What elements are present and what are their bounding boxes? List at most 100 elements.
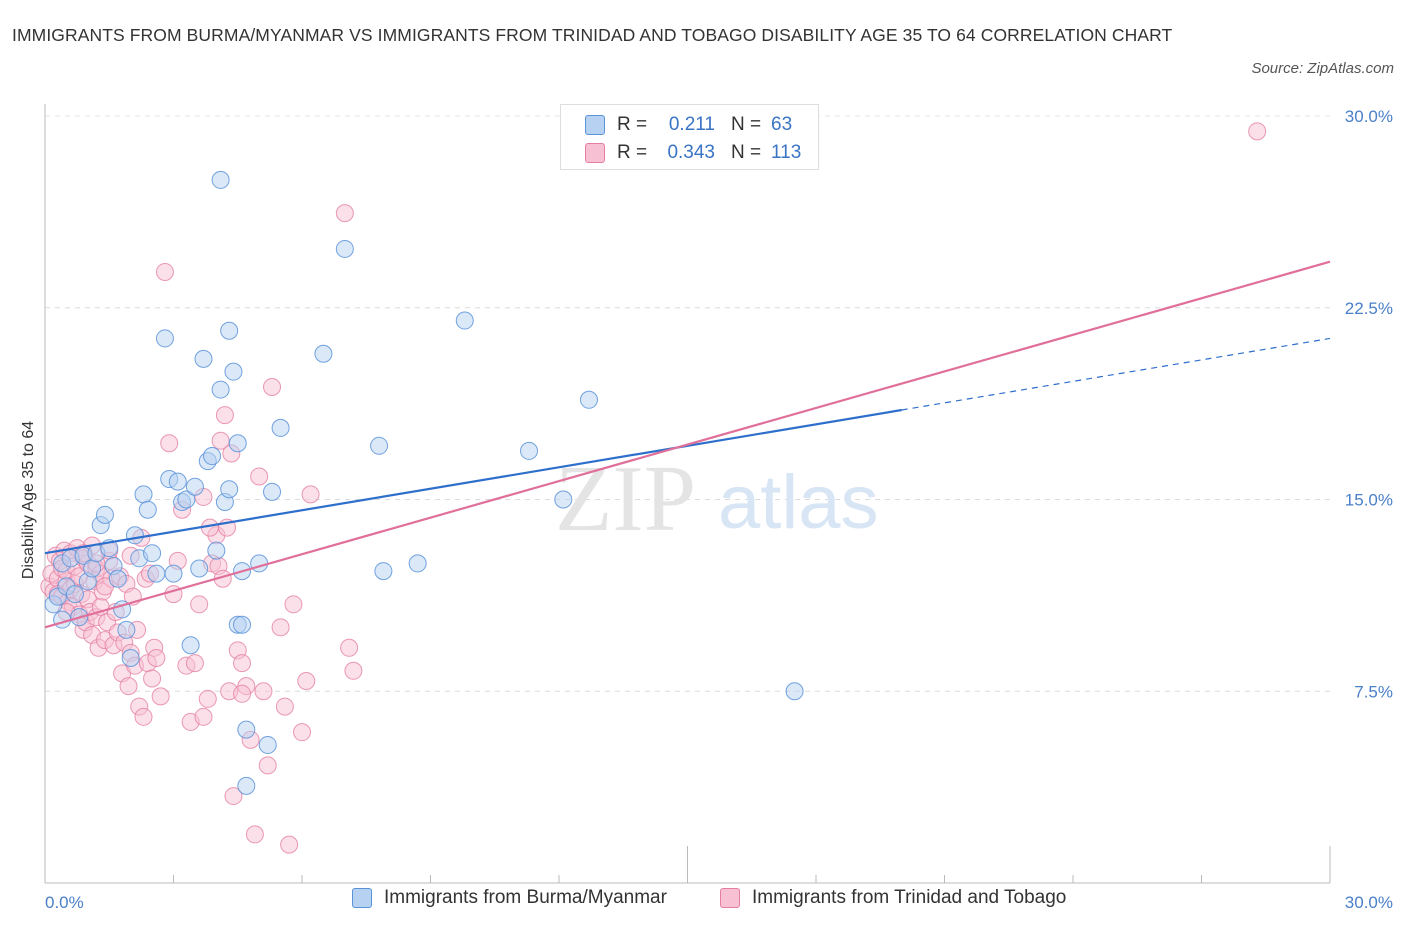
trinidad-point (297, 672, 316, 691)
legend-n-label: N = (731, 114, 762, 135)
trinidad-point (233, 684, 252, 703)
trinidad-point (198, 689, 217, 708)
trinidad-point (275, 697, 294, 716)
trinidad-point (271, 618, 290, 637)
chart-title: IMMIGRANTS FROM BURMA/MYANMAR VS IMMIGRA… (12, 25, 1173, 45)
bottom-legend-trinidad: Immigrants from Trinidad and Tobago (720, 887, 1066, 909)
trinidad-point (250, 467, 269, 486)
trinidad-point (263, 378, 282, 397)
burma-point (147, 564, 166, 583)
burma-point (220, 480, 239, 499)
burma-point (408, 554, 427, 573)
y-tick-label: 22.5% (1345, 299, 1393, 318)
burma-point (164, 564, 183, 583)
burma-trend-line (44, 408, 902, 555)
burma-point (258, 735, 277, 754)
burma-point (138, 500, 157, 519)
burma-point (190, 559, 209, 578)
burma-point (785, 682, 804, 701)
burma-point (83, 559, 102, 578)
burma-point (374, 562, 393, 581)
trinidad-point (245, 825, 264, 844)
trend-lines (44, 260, 1331, 629)
trinidad-point (194, 707, 213, 726)
burma-point (237, 720, 256, 739)
burma-point (224, 362, 243, 381)
burma-trend-extension (901, 337, 1331, 411)
bottom-swatch-burma (352, 888, 372, 908)
burma-point (177, 490, 196, 509)
legend-row-trinidad: R = 0.343 N = 113 (585, 138, 801, 168)
trinidad-point (160, 434, 179, 453)
burma-point (143, 544, 162, 563)
trinidad-point (254, 682, 273, 701)
legend-n-label: N = (731, 142, 762, 163)
trinidad-point (151, 687, 170, 706)
legend-row-burma: R = 0.211 N = 63 (585, 110, 792, 140)
burma-point (155, 329, 174, 348)
burma-point (108, 569, 127, 588)
trinidad-point (301, 485, 320, 504)
y-tick-label: 30.0% (1345, 107, 1393, 126)
trinidad-point (233, 654, 252, 673)
burma-point (168, 472, 187, 491)
burma-point (211, 380, 230, 399)
trinidad-point (224, 787, 243, 806)
legend-r-value: 0.343 (667, 142, 715, 163)
trinidad-point (1248, 122, 1267, 141)
x-tick-label: 0.0% (45, 893, 84, 912)
burma-point (185, 477, 204, 496)
correlation-legend: R = 0.211 N = 63 R = 0.343 N = 113 (560, 104, 819, 170)
bottom-swatch-trinidad (720, 888, 740, 908)
grid (45, 115, 1330, 692)
trinidad-point (340, 638, 359, 657)
legend-swatch-burma (585, 115, 605, 135)
watermark-atlas: atlas (718, 460, 879, 545)
burma-point (314, 344, 333, 363)
burma-point (203, 447, 222, 466)
burma-point (237, 776, 256, 795)
y-axis-label: Disability Age 35 to 64 (20, 421, 37, 579)
burma-point (263, 482, 282, 501)
legend-n-value: 113 (771, 142, 802, 163)
burma-point (121, 649, 140, 668)
burma-point (455, 311, 474, 330)
burma-point (181, 636, 200, 655)
trinidad-point (284, 595, 303, 614)
legend-r-value: 0.211 (668, 114, 715, 135)
burma-point (194, 349, 213, 368)
trinidad-point (155, 262, 174, 281)
burma-point (579, 390, 598, 409)
burma-point (95, 505, 114, 524)
axes (44, 104, 1331, 884)
trinidad-point (280, 835, 299, 854)
legend-r-label: R = (617, 142, 648, 163)
trinidad-trend-line (44, 260, 1331, 629)
trinidad-point (134, 707, 153, 726)
source-credit: Source: ZipAtlas.com (1251, 60, 1394, 77)
burma-point (65, 585, 84, 604)
burma-point (125, 526, 144, 545)
burma-point (554, 490, 573, 509)
trinidad-point (335, 204, 354, 223)
bottom-legend-burma: Immigrants from Burma/Myanmar (352, 887, 667, 909)
y-tick-label: 15.0% (1345, 491, 1393, 510)
bottom-legend-label-trinidad: Immigrants from Trinidad and Tobago (752, 887, 1067, 908)
burma-point (370, 436, 389, 455)
series-burma-points (44, 170, 804, 795)
legend-swatch-trinidad (585, 143, 605, 163)
burma-point (134, 485, 153, 504)
burma-point (335, 239, 354, 258)
trinidad-point (293, 723, 311, 742)
tick-labels: 7.5% 15.0% 22.5% 30.0% 0.0% 30.0% (45, 107, 1393, 912)
burma-point (220, 321, 239, 340)
bottom-legend-label-burma: Immigrants from Burma/Myanmar (384, 887, 667, 908)
burma-point (520, 441, 539, 460)
burma-point (228, 434, 247, 453)
trinidad-point (258, 756, 277, 775)
y-tick-label: 7.5% (1354, 682, 1393, 701)
legend-n-value: 63 (771, 114, 793, 135)
trinidad-point (211, 431, 230, 450)
burma-point (233, 615, 252, 634)
